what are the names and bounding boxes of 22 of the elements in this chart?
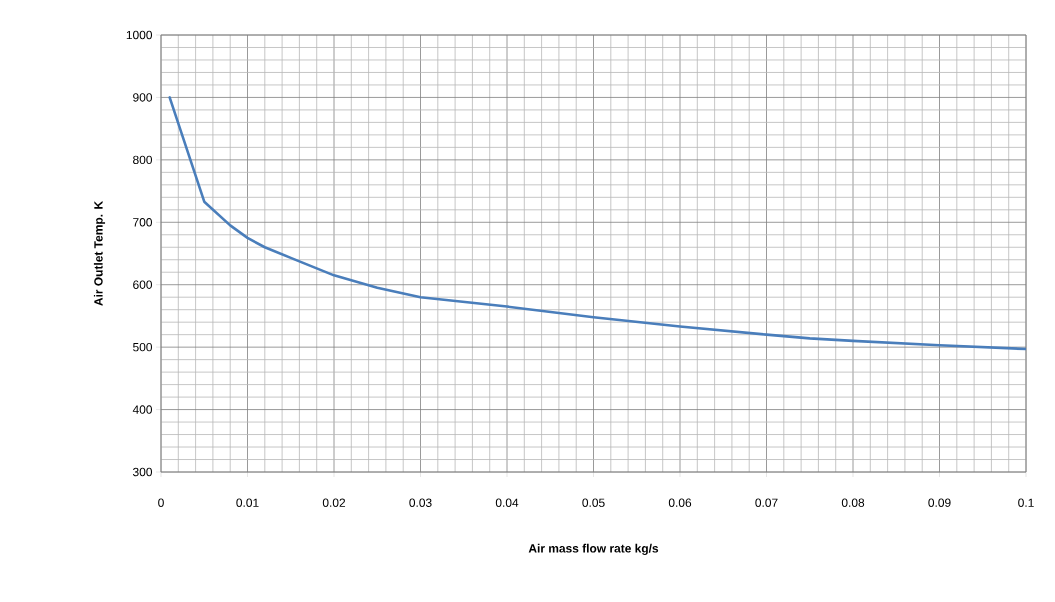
x-tick-label: 0.06 — [668, 498, 692, 507]
x-tick-label: 0.09 — [928, 498, 951, 507]
x-tick-label: 0.02 — [322, 498, 346, 507]
y-tick-label: 900 — [133, 93, 153, 102]
y-tick-label: 500 — [133, 342, 153, 352]
y-tick-label: 700 — [133, 218, 153, 227]
x-tick-label: 0.01 — [236, 498, 259, 507]
x-tick-label: 0.08 — [841, 498, 865, 507]
y-tick-label: 800 — [133, 155, 153, 165]
line-series — [168, 96, 1027, 351]
y-tick-label: 300 — [132, 467, 153, 477]
y-axis-title: Air Outlet Temp. K — [93, 201, 106, 306]
x-tick-label: 0.05 — [582, 498, 605, 507]
x-tick-label: 0.03 — [409, 498, 432, 507]
y-tick-label: 400 — [132, 405, 153, 414]
x-tick-label: 0.1 — [1018, 498, 1034, 507]
x-tick-label: 0.04 — [495, 498, 519, 507]
y-tick-label: 1000 — [126, 30, 153, 40]
x-tick-label: 0.07 — [755, 498, 778, 507]
x-tick-label: 0 — [158, 498, 164, 507]
x-axis-title: Air mass flow rate kg/s — [528, 543, 659, 556]
y-tick-label: 600 — [133, 280, 153, 289]
